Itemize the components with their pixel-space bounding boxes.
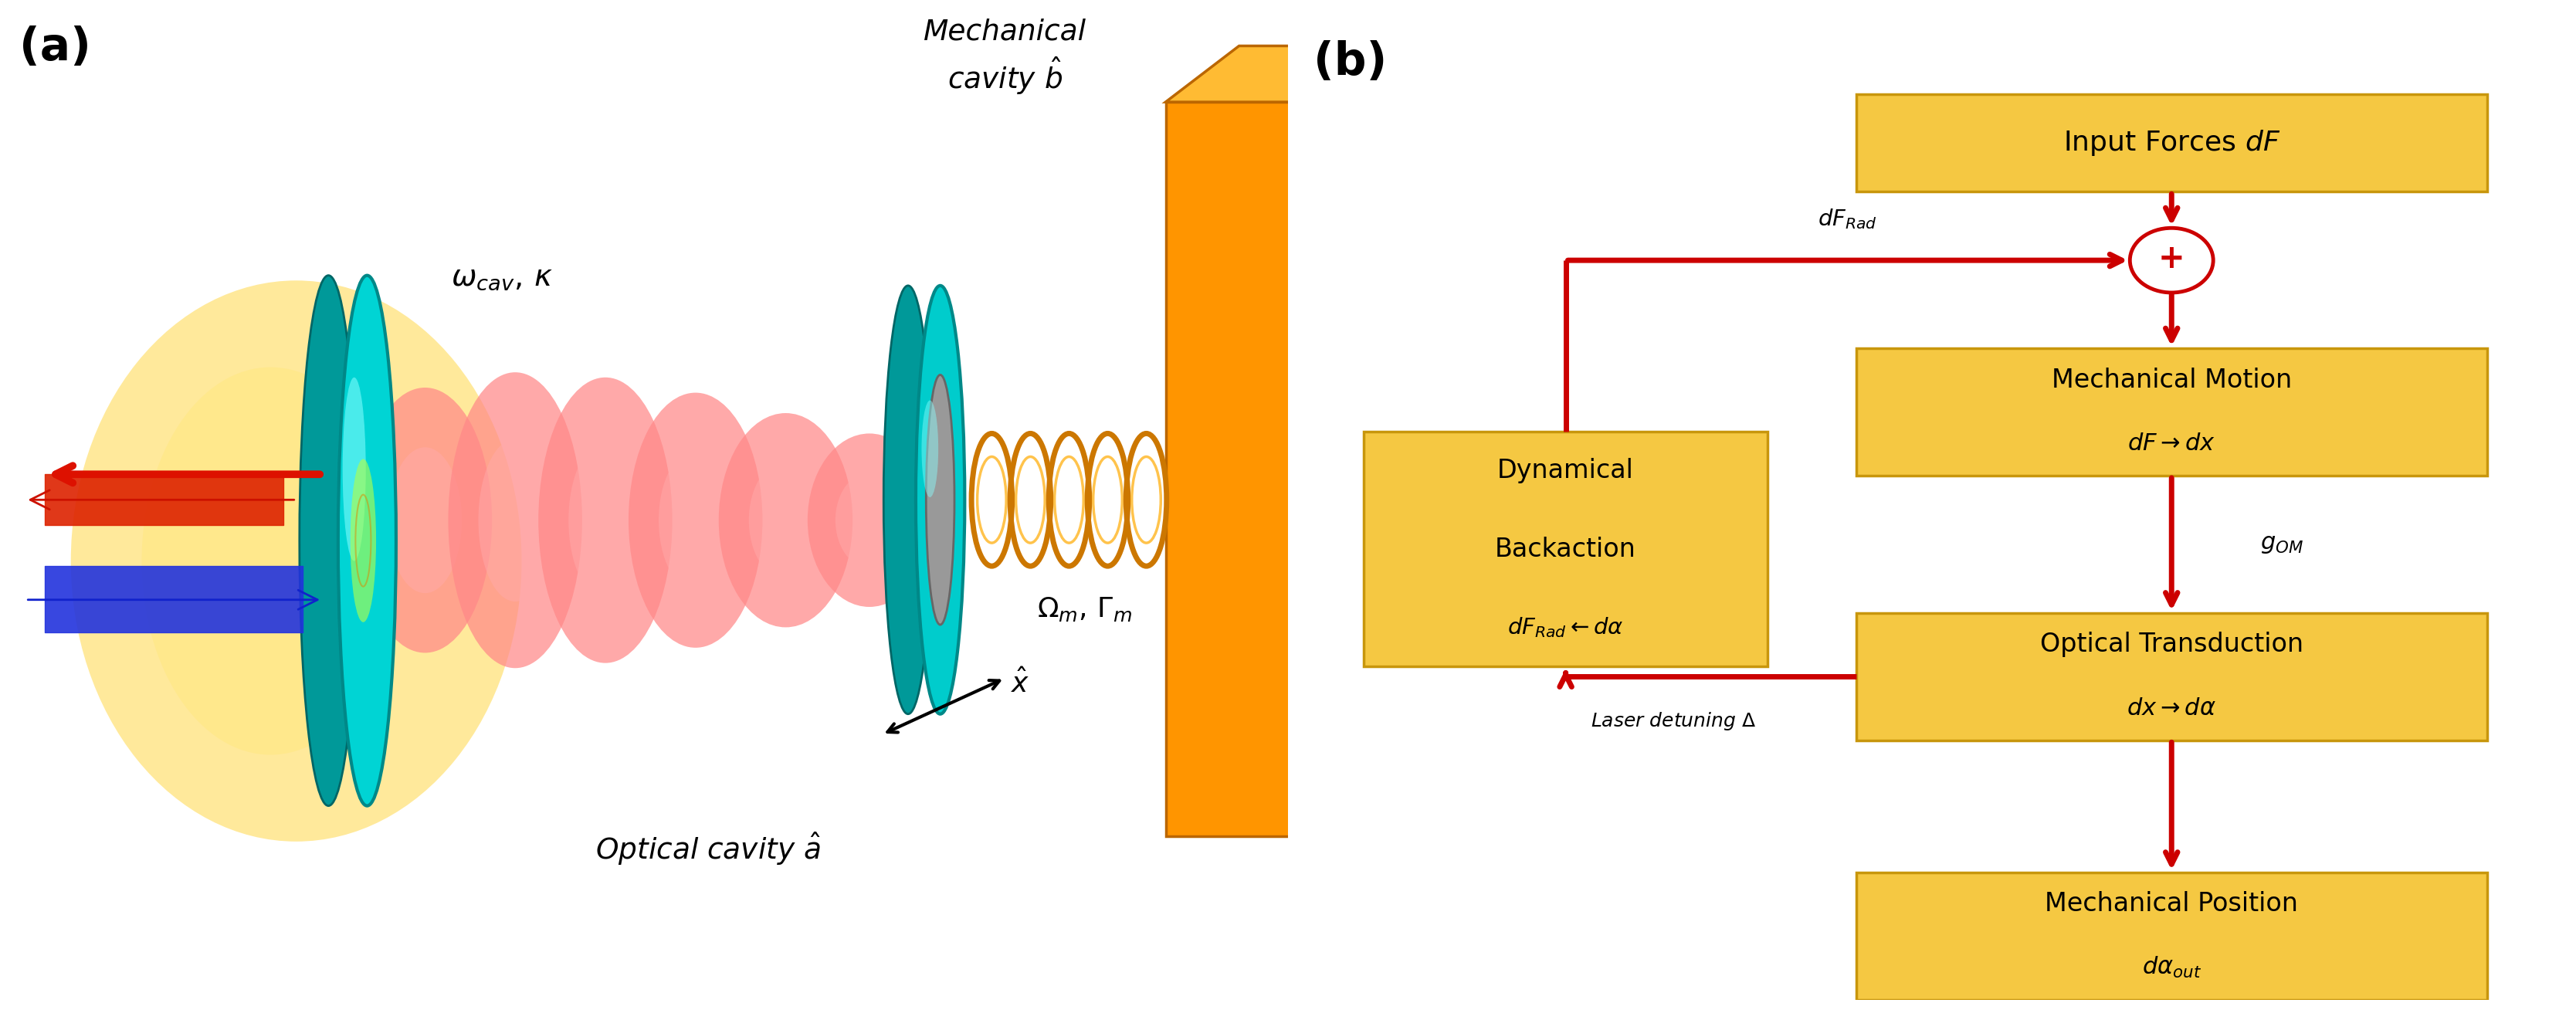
Text: (a): (a) [21,26,90,69]
Ellipse shape [358,388,492,653]
Ellipse shape [917,286,963,714]
Text: Laser detuning $\Delta$: Laser detuning $\Delta$ [1592,711,1757,732]
Text: $dx \rightarrow d\alpha$: $dx \rightarrow d\alpha$ [2128,697,2215,719]
Text: Mechanical Position: Mechanical Position [2045,891,2298,917]
Text: $dF \rightarrow dx$: $dF \rightarrow dx$ [2128,432,2215,455]
Ellipse shape [299,275,358,806]
FancyBboxPatch shape [1855,872,2486,1000]
Text: Input Forces $dF$: Input Forces $dF$ [2063,129,2280,157]
Text: Optical Transduction: Optical Transduction [2040,632,2303,657]
Ellipse shape [835,472,904,568]
FancyBboxPatch shape [1363,431,1767,667]
Ellipse shape [884,286,933,714]
Ellipse shape [719,413,853,627]
Ellipse shape [750,461,822,579]
Text: +: + [2159,242,2184,274]
Polygon shape [1296,46,1368,836]
Ellipse shape [389,447,461,594]
Text: $\Omega_m,\, \Gamma_m$: $\Omega_m,\, \Gamma_m$ [1036,596,1131,623]
Text: $dF_{Rad}$: $dF_{Rad}$ [1819,207,1878,231]
Ellipse shape [479,439,551,602]
Ellipse shape [70,281,520,842]
Ellipse shape [809,434,933,607]
Ellipse shape [538,377,672,663]
Text: $dF_{Rad} \leftarrow d\alpha$: $dF_{Rad} \leftarrow d\alpha$ [1507,616,1623,640]
Text: Dynamical: Dynamical [1497,458,1633,483]
Circle shape [2130,228,2213,293]
Ellipse shape [569,442,641,599]
Text: $\omega_{cav},\, \kappa$: $\omega_{cav},\, \kappa$ [451,263,554,292]
Text: Backaction: Backaction [1494,537,1636,562]
Text: Mechanical Motion: Mechanical Motion [2050,367,2293,393]
Polygon shape [1164,46,1368,102]
Text: $g_{OM}$: $g_{OM}$ [2259,533,2303,556]
Ellipse shape [927,375,953,624]
Ellipse shape [659,450,732,591]
Ellipse shape [142,367,399,755]
Text: Mechanical: Mechanical [922,18,1087,46]
Ellipse shape [448,372,582,668]
Ellipse shape [629,393,762,648]
FancyBboxPatch shape [1164,102,1296,836]
FancyBboxPatch shape [1855,349,2486,475]
Ellipse shape [922,401,938,498]
Text: $d\alpha_{out}$: $d\alpha_{out}$ [2141,956,2202,980]
FancyBboxPatch shape [1855,94,2486,192]
Text: Optical cavity $\hat{a}$: Optical cavity $\hat{a}$ [595,830,822,867]
Ellipse shape [343,377,366,561]
Text: cavity $\hat{b}$: cavity $\hat{b}$ [948,55,1061,97]
Ellipse shape [350,459,376,622]
Ellipse shape [337,275,397,806]
Text: $\hat{x}$: $\hat{x}$ [1010,669,1030,698]
Text: (b): (b) [1314,40,1386,84]
FancyBboxPatch shape [1855,613,2486,741]
